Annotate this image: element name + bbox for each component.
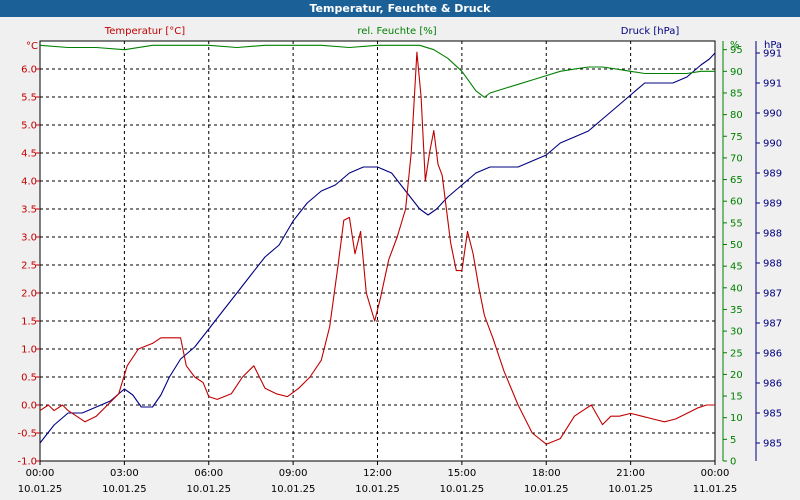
temperature-tick-label: 5.5 xyxy=(21,93,37,104)
x-tick-date: 10.01.25 xyxy=(440,484,485,495)
humidity-tick-label: 40 xyxy=(730,283,743,294)
temperature-tick-label: 0.0 xyxy=(21,401,37,412)
temperature-unit: °C xyxy=(26,41,38,52)
temperature-tick-label: 3.5 xyxy=(21,205,37,216)
pressure-tick-label: 989 xyxy=(763,199,782,210)
temperature-tick-label: 6.0 xyxy=(21,65,37,76)
x-tick-time: 12:00 xyxy=(363,468,392,479)
humidity-tick-label: 85 xyxy=(730,88,743,99)
humidity-tick-label: 65 xyxy=(730,175,743,186)
humidity-tick-label: 0 xyxy=(730,457,736,468)
humidity-tick-label: 55 xyxy=(730,218,743,229)
x-tick-date: 10.01.25 xyxy=(186,484,231,495)
x-tick-time: 06:00 xyxy=(194,468,223,479)
x-tick-time: 15:00 xyxy=(447,468,476,479)
x-tick-time: 00:00 xyxy=(701,468,730,479)
x-tick-time: 03:00 xyxy=(110,468,139,479)
x-tick-time: 18:00 xyxy=(532,468,561,479)
humidity-line xyxy=(39,44,715,98)
x-tick-time: 09:00 xyxy=(279,468,308,479)
humidity-tick-label: 75 xyxy=(730,132,743,143)
x-tick-date: 10.01.25 xyxy=(524,484,569,495)
temperature-tick-label: 5.0 xyxy=(21,121,37,132)
temperature-tick-label: 1.5 xyxy=(21,317,37,328)
temperature-tick-label: 4.0 xyxy=(21,177,37,188)
humidity-tick-label: 70 xyxy=(730,153,743,164)
humidity-tick-label: 95 xyxy=(730,45,743,56)
pressure-tick-label: 985 xyxy=(763,439,782,450)
pressure-tick-label: 987 xyxy=(763,289,782,300)
temperature-tick-label: -1.0 xyxy=(17,457,37,468)
pressure-tick-label: 988 xyxy=(763,229,782,240)
humidity-tick-label: 20 xyxy=(730,370,743,381)
humidity-tick-label: 5 xyxy=(730,435,736,446)
humidity-tick-label: 25 xyxy=(730,348,743,359)
pressure-tick-label: 985 xyxy=(763,409,782,420)
axis-layer: 00:00 10.01.25 03:00 10.01.25 06:00 10.01.25 0… xyxy=(17,26,782,495)
temperature-tick-label: 2.0 xyxy=(21,289,37,300)
pressure-tick-label: 986 xyxy=(763,379,782,390)
temperature-tick-label: -0.5 xyxy=(17,429,37,440)
pressure-tick-label: 989 xyxy=(763,169,782,180)
humidity-tick-label: 10 xyxy=(730,413,743,424)
pressure-tick-label: 988 xyxy=(763,259,782,270)
temperature-line xyxy=(39,51,715,445)
pressure-tick-label: 987 xyxy=(763,319,782,330)
x-tick-time: 21:00 xyxy=(616,468,645,479)
temperature-tick-label: 3.0 xyxy=(21,233,37,244)
x-tick-date: 10.01.25 xyxy=(18,484,63,495)
pressure-axis-label: Druck [hPa] xyxy=(621,26,680,37)
pressure-tick-label: 990 xyxy=(763,139,782,150)
humidity-axis-label: rel. Feuchte [%] xyxy=(357,26,436,37)
x-tick-date: 10.01.25 xyxy=(608,484,653,495)
humidity-tick-label: 45 xyxy=(730,262,743,273)
temperature-tick-label: 4.5 xyxy=(21,149,37,160)
temperature-tick-label: 2.5 xyxy=(21,261,37,272)
pressure-unit: hPa xyxy=(764,40,782,51)
humidity-tick-label: 30 xyxy=(730,327,743,338)
x-tick-date: 11.01.25 xyxy=(693,484,738,495)
humidity-unit: % xyxy=(730,40,740,51)
x-tick-date: 10.01.25 xyxy=(102,484,147,495)
pressure-tick-label: 990 xyxy=(763,109,782,120)
humidity-tick-label: 15 xyxy=(730,392,743,403)
series-layer xyxy=(39,44,716,445)
humidity-tick-label: 80 xyxy=(730,110,743,121)
temperature-tick-label: 1.0 xyxy=(21,345,37,356)
humidity-tick-label: 35 xyxy=(730,305,743,316)
pressure-line xyxy=(39,52,716,444)
x-tick-date: 10.01.25 xyxy=(355,484,400,495)
pressure-tick-label: 986 xyxy=(763,349,782,360)
humidity-tick-label: 50 xyxy=(730,240,743,251)
humidity-tick-label: 60 xyxy=(730,197,743,208)
pressure-tick-label: 991 xyxy=(763,49,782,60)
temperature-axis-label: Temperatur [°C] xyxy=(104,26,185,37)
humidity-tick-label: 90 xyxy=(730,67,743,78)
x-tick-date: 10.01.25 xyxy=(271,484,316,495)
window-title: Temperatur, Feuchte & Druck xyxy=(0,0,800,17)
temperature-tick-label: 0.5 xyxy=(21,373,37,384)
x-tick-time: 00:00 xyxy=(26,468,55,479)
pressure-tick-label: 991 xyxy=(763,79,782,90)
